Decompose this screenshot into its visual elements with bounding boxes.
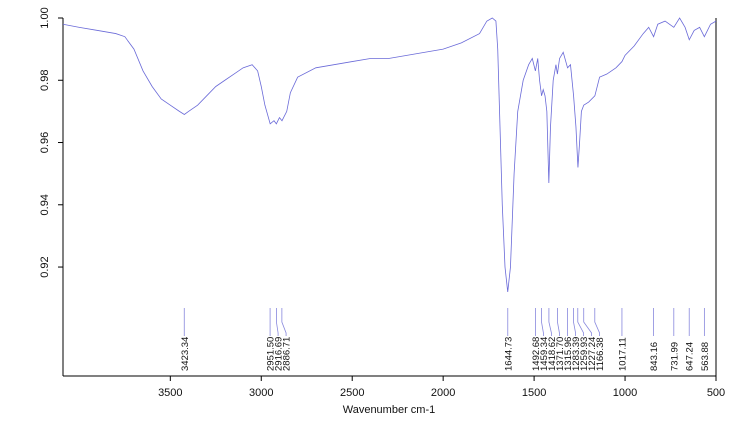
peak-label: 843.16 bbox=[649, 342, 660, 371]
peak-marker bbox=[577, 308, 584, 336]
peak-label: 731.99 bbox=[669, 342, 680, 371]
peak-label: 1166.38 bbox=[595, 337, 606, 371]
y-tick-label: 0.96 bbox=[39, 132, 51, 153]
peak-marker bbox=[281, 308, 287, 336]
peak-label: 3423.34 bbox=[180, 337, 191, 371]
peak-label: 1283.39 bbox=[571, 337, 582, 371]
peak-label: 1418.62 bbox=[547, 337, 558, 371]
y-tick-label: 0.94 bbox=[39, 194, 51, 215]
peak-label: 1492.68 bbox=[531, 337, 542, 371]
peak-label: 1259.93 bbox=[579, 337, 590, 371]
x-tick-label: 1000 bbox=[613, 387, 637, 399]
y-tick-label: 1.00 bbox=[39, 7, 51, 28]
y-tick-label: 0.98 bbox=[39, 70, 51, 91]
peak-label: 1315.96 bbox=[563, 337, 574, 371]
peak-label: 2951.50 bbox=[266, 337, 277, 371]
peak-marker bbox=[276, 308, 279, 336]
x-tick-label: 2000 bbox=[431, 387, 455, 399]
peak-label: 2886.71 bbox=[282, 337, 293, 371]
peak-marker bbox=[594, 308, 600, 336]
peak-label: 563.88 bbox=[700, 342, 711, 371]
x-tick-label: 3500 bbox=[158, 387, 182, 399]
peak-label: 647.24 bbox=[685, 342, 696, 371]
x-axis-label: Wavenumber cm-1 bbox=[343, 404, 436, 416]
peak-marker bbox=[583, 308, 592, 336]
peak-marker bbox=[573, 308, 576, 336]
peak-label: 1371.70 bbox=[555, 337, 566, 371]
x-tick-label: 1500 bbox=[522, 387, 546, 399]
peak-label: 2916.69 bbox=[274, 337, 285, 371]
peak-marker bbox=[548, 308, 552, 336]
peak-label: 1644.73 bbox=[503, 337, 514, 371]
peak-label: 1017.11 bbox=[617, 337, 628, 371]
spectrum-line bbox=[62, 17, 717, 292]
x-tick-label: 3000 bbox=[249, 387, 273, 399]
peak-marker bbox=[557, 308, 560, 336]
x-tick-label: 2500 bbox=[340, 387, 364, 399]
x-tick-label: 500 bbox=[707, 387, 725, 399]
y-tick-label: 0.92 bbox=[39, 256, 51, 277]
peak-marker bbox=[541, 308, 544, 336]
peak-label: 1227.24 bbox=[587, 337, 598, 371]
peak-label: 1459.34 bbox=[539, 337, 550, 371]
